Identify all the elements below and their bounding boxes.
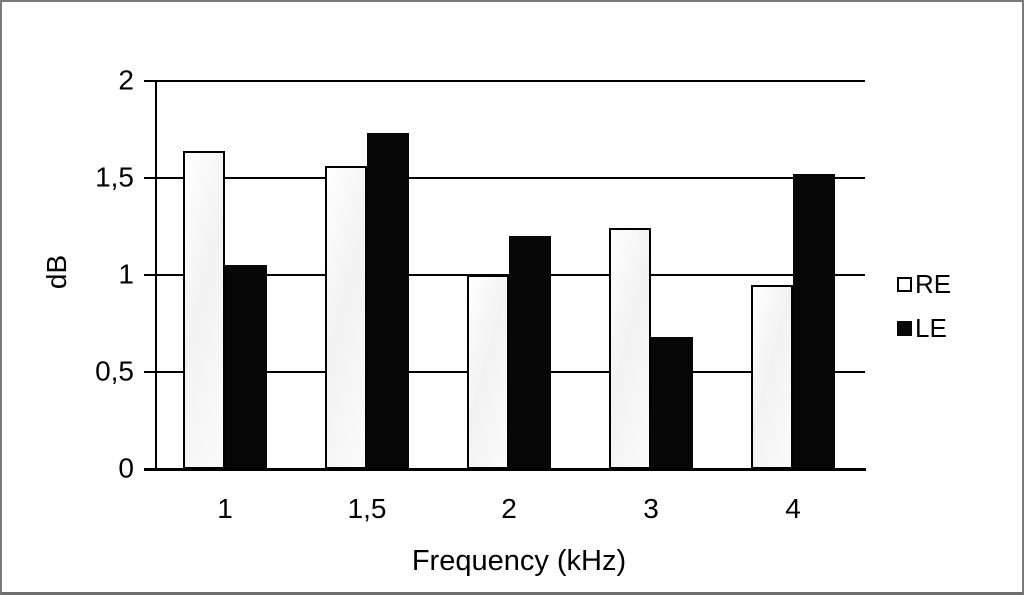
bar-le-4 — [793, 174, 835, 469]
bar-re-4 — [751, 285, 793, 469]
bar-le-2 — [509, 236, 551, 469]
bar-re-2 — [467, 275, 509, 469]
gridline — [144, 80, 865, 82]
plot-area — [144, 80, 866, 471]
bar-le-3 — [651, 337, 693, 469]
x-tick-labels: 1 1,5 2 3 4 — [155, 492, 835, 532]
x-tick-label: 3 — [643, 493, 659, 524]
x-axis-baseline — [144, 468, 866, 471]
x-tick-label: 4 — [785, 493, 801, 524]
legend-label: RE — [915, 269, 952, 299]
y-tick-label: 0,5 — [95, 355, 134, 387]
bar-re-3 — [609, 228, 651, 469]
white-square-icon — [897, 276, 912, 292]
legend-label: LE — [915, 313, 947, 343]
y-axis-title: dB — [41, 254, 72, 290]
y-tick-label: 0 — [118, 452, 134, 484]
gridline — [144, 177, 865, 179]
bar-re-1_5 — [325, 166, 367, 469]
y-tick-label: 2 — [118, 64, 134, 96]
x-tick-label: 2 — [501, 493, 517, 524]
black-square-icon — [897, 320, 912, 336]
y-tick-label: 1,5 — [95, 161, 134, 193]
x-tick-label: 1 — [217, 493, 233, 524]
legend-item-re: RE — [897, 270, 951, 298]
y-tick-labels: 0 0,5 1 1,5 2 — [2, 66, 134, 482]
bar-le-1_5 — [367, 133, 409, 469]
x-axis-title: Frequency (kHz) — [411, 545, 627, 577]
bar-re-1 — [183, 151, 225, 469]
y-axis-line — [155, 81, 157, 469]
x-tick-label: 1,5 — [347, 493, 387, 524]
bar-le-1 — [225, 265, 267, 469]
legend: RE LE — [897, 270, 951, 358]
y-tick-label: 1 — [118, 258, 134, 290]
legend-item-le: LE — [897, 314, 951, 342]
